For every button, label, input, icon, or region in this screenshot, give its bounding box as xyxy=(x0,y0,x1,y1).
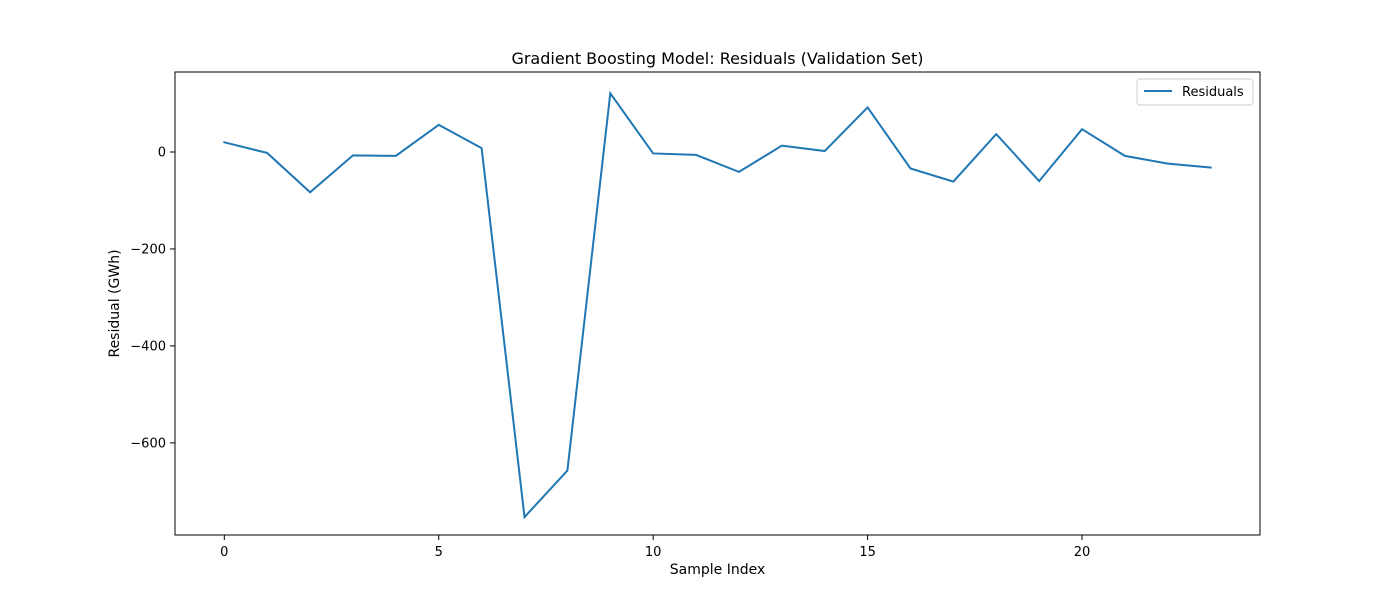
y-tick-label: −400 xyxy=(130,339,166,354)
y-axis-label: Residual (GWh) xyxy=(107,249,123,357)
x-tick-label: 5 xyxy=(435,545,443,560)
x-tick-label: 20 xyxy=(1074,545,1091,560)
plot-frame xyxy=(174,71,1261,536)
x-tick-label: 10 xyxy=(645,545,662,560)
axes: 0 5 10 15 20 0 −200 −400 −600 xyxy=(130,145,1090,560)
y-tick-label: −600 xyxy=(130,436,166,451)
x-axis-label: Sample Index xyxy=(670,562,765,578)
legend-label-residuals: Residuals xyxy=(1182,85,1244,100)
y-tick-label: −200 xyxy=(130,242,166,257)
legend: Residuals xyxy=(1136,78,1254,106)
series-layer xyxy=(223,90,1212,520)
series-line-residuals xyxy=(223,90,1212,520)
x-tick-label: 0 xyxy=(220,545,228,560)
plot-area xyxy=(174,71,1261,536)
y-tick-label: 0 xyxy=(158,145,166,160)
x-tick-label: 15 xyxy=(859,545,876,560)
legend-box xyxy=(1136,78,1254,106)
chart-title: Gradient Boosting Model: Residuals (Vali… xyxy=(511,49,923,68)
